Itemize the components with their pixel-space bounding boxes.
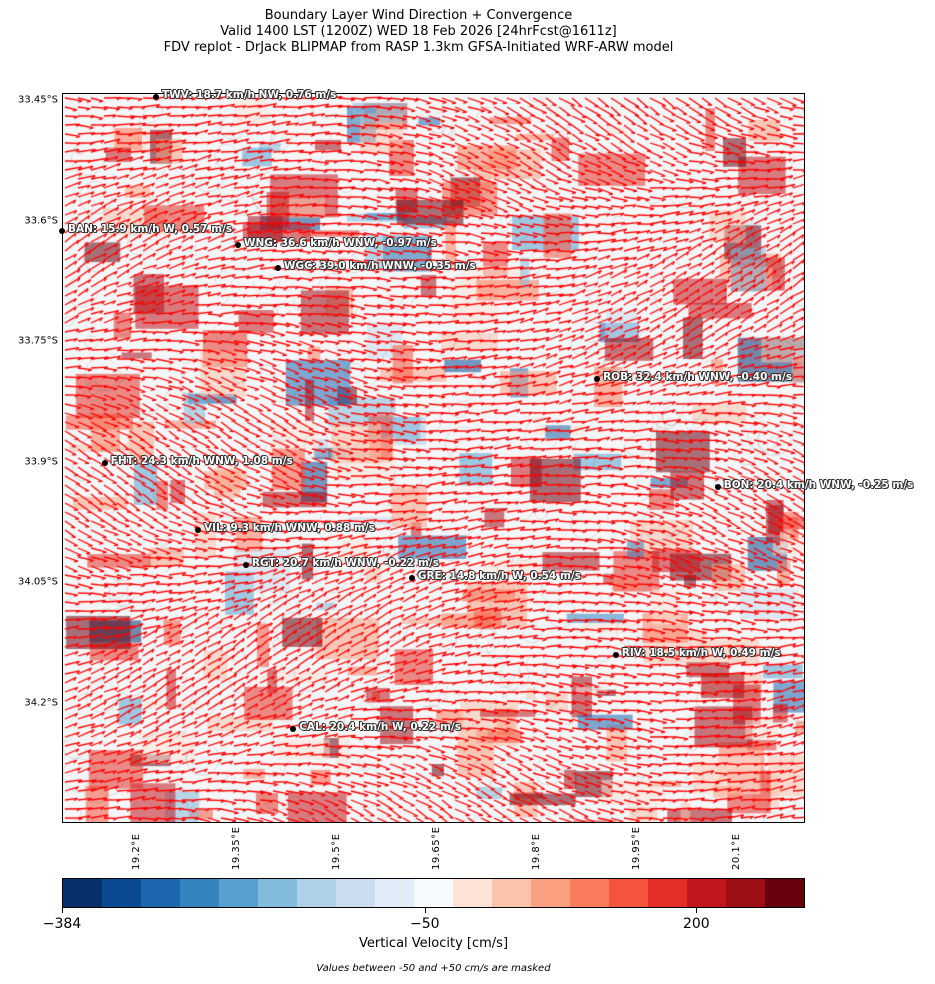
lat-tick-label: 34.2°S	[24, 697, 58, 709]
colorbar-swatch	[297, 879, 336, 907]
lat-tick-label: 33.45°S	[18, 94, 58, 106]
station-marker	[234, 241, 241, 248]
station-marker	[152, 94, 159, 100]
wind-vector-field	[63, 94, 804, 822]
colorbar-tick-label: 200	[682, 916, 710, 932]
colorbar-swatch	[609, 879, 648, 907]
colorbar-swatch	[453, 879, 492, 907]
colorbar-swatch	[570, 879, 609, 907]
colorbar-swatch	[258, 879, 297, 907]
lon-tick-label: 20.1°E	[730, 833, 742, 870]
station-label: WGC: 39.0 km/h WNW, -0.35 m/s	[283, 260, 476, 273]
lat-tick-label: 33.6°S	[24, 215, 58, 227]
wind-convergence-map	[62, 93, 805, 823]
station-label: WNG: 36.6 km/h WNW, -0.97 m/s	[243, 236, 437, 249]
title-line-2: Valid 1400 LST (1200Z) WED 18 Feb 2026 […	[220, 24, 617, 39]
lat-tick-label: 33.9°S	[24, 456, 58, 468]
title-line-3: FDV replot - DrJack BLIPMAP from RASP 1.…	[163, 40, 674, 55]
colorbar-tick-label: −384	[42, 916, 82, 932]
colorbar-swatch	[414, 879, 453, 907]
station-label: CAL: 20.4 km/h W, 0.22 m/s	[299, 721, 462, 734]
colorbar-swatch	[180, 879, 219, 907]
title-line-1: Boundary Layer Wind Direction + Converge…	[264, 8, 573, 23]
colorbar-swatch	[102, 879, 141, 907]
station-marker	[714, 484, 721, 491]
mask-note: Values between -50 and +50 cm/s are mask…	[316, 963, 551, 974]
colorbar-swatch	[375, 879, 414, 907]
station-label: FHT: 24.3 km/h WNW, 1.08 m/s	[110, 455, 293, 468]
lon-tick-label: 19.8°E	[530, 833, 542, 870]
station-label: GRE: 14.8 km/h W, 0.54 m/s	[417, 570, 581, 583]
colorbar-tick-label: −50	[410, 916, 440, 932]
lat-tick-label: 33.75°S	[18, 335, 58, 347]
station-marker	[408, 575, 415, 582]
station-label: RGT: 20.7 km/h WNW, -0.22 m/s	[251, 557, 440, 570]
station-marker	[274, 265, 281, 272]
station-label: RIV: 18.5 km/h W, 0.49 m/s	[621, 647, 781, 660]
station-label: VIL: 9.3 km/h WNW, 0.88 m/s	[203, 522, 375, 535]
lon-tick-label: 19.2°E	[130, 833, 142, 870]
colorbar-swatch	[141, 879, 180, 907]
colorbar	[62, 878, 805, 908]
colorbar-swatch	[765, 879, 804, 907]
colorbar-tick	[424, 908, 426, 913]
colorbar-swatch	[219, 879, 258, 907]
colorbar-swatch	[531, 879, 570, 907]
station-marker	[59, 228, 65, 235]
station-marker	[242, 562, 249, 569]
colorbar-tick	[696, 908, 698, 913]
lat-tick-label: 34.05°S	[18, 576, 58, 588]
colorbar-title: Vertical Velocity [cm/s]	[358, 936, 509, 951]
station-label: BAN: 15.9 km/h W, 0.57 m/s	[68, 223, 233, 236]
colorbar-swatch	[687, 879, 726, 907]
lon-tick-label: 19.95°E	[630, 826, 642, 870]
colorbar-swatch	[648, 879, 687, 907]
station-label: ROB: 32.4 km/h WNW, -0.40 m/s	[603, 371, 793, 384]
colorbar-swatch	[726, 879, 765, 907]
colorbar-tick	[62, 908, 63, 913]
station-marker	[612, 652, 619, 659]
lon-tick-label: 19.65°E	[430, 826, 442, 870]
station-marker	[194, 526, 201, 533]
colorbar-swatch	[336, 879, 375, 907]
station-label: BON: 20.4 km/h WNW, -0.25 m/s	[723, 479, 914, 492]
lon-tick-label: 19.35°E	[230, 826, 242, 870]
colorbar-swatch	[63, 879, 102, 907]
station-label: TWV: 18.7 km/h NW, 0.76 m/s	[161, 89, 337, 102]
colorbar-swatch	[492, 879, 531, 907]
station-marker	[594, 375, 601, 382]
station-marker	[290, 726, 297, 733]
station-marker	[101, 460, 108, 467]
lon-tick-label: 19.5°E	[330, 833, 342, 870]
